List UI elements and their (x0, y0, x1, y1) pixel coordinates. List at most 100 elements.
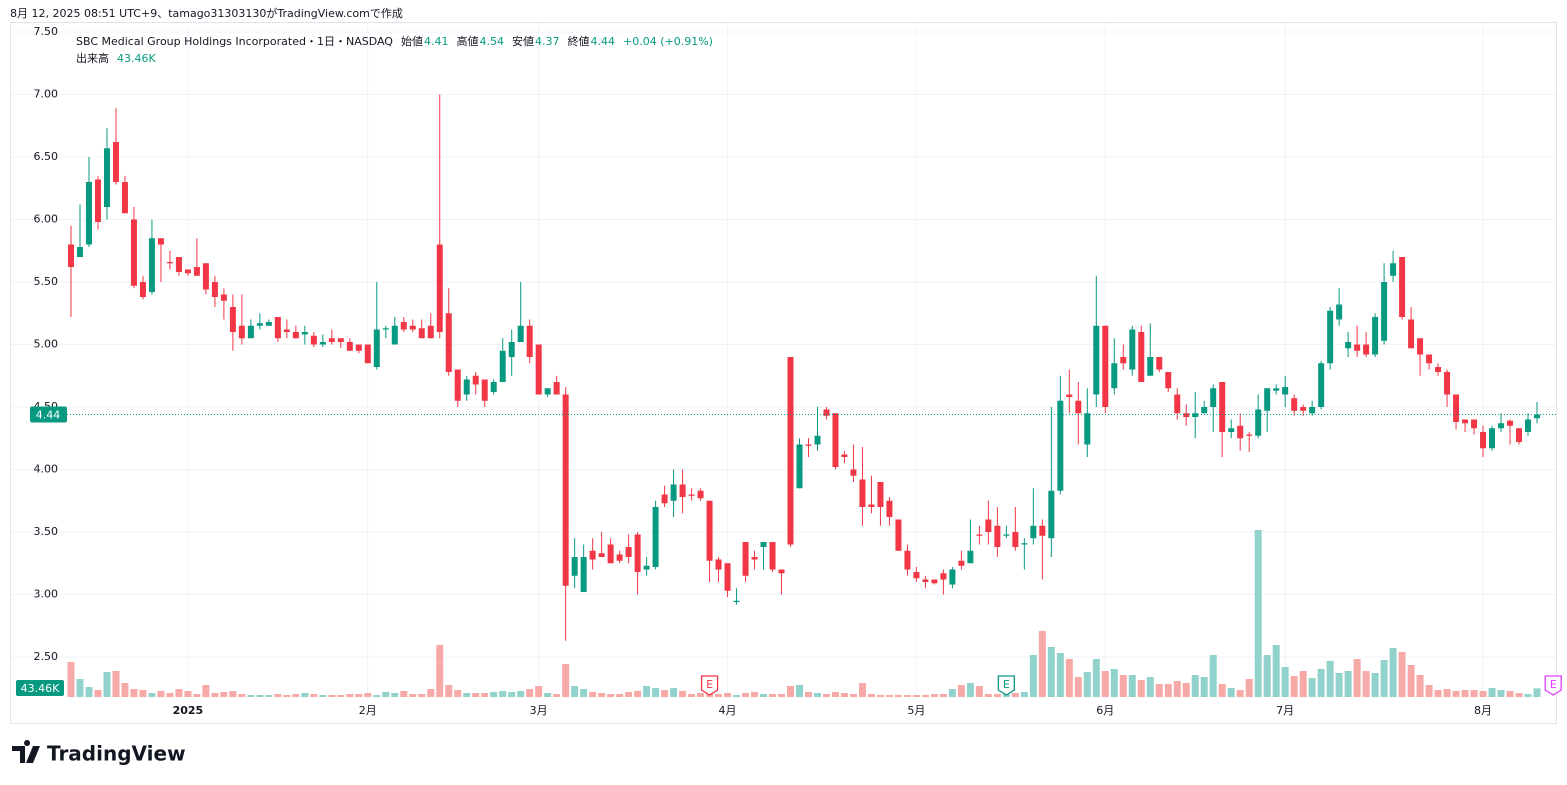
candle-body (562, 394, 569, 586)
legend-volume-value: 43.46K (117, 52, 156, 65)
candle-body (598, 553, 605, 557)
candle-body (1084, 413, 1091, 445)
candle-body (1066, 394, 1073, 397)
volume-bar (831, 692, 839, 697)
candle-body (121, 182, 128, 214)
candle-body (1462, 419, 1469, 424)
candle-body (328, 338, 335, 342)
candle-body (544, 388, 551, 395)
y-tick-label: 2.50 (34, 650, 59, 663)
volume-bar (1137, 680, 1145, 697)
candle-body (481, 379, 488, 401)
x-tick-label: 7月 (1276, 704, 1294, 717)
candle-body (508, 342, 515, 357)
volume-bar (499, 691, 507, 697)
volume-bar (355, 694, 363, 697)
volume-bar (867, 694, 875, 697)
candle-body (103, 148, 110, 207)
candle-body (535, 344, 542, 395)
candle-body (265, 322, 272, 326)
volume-bar (1425, 685, 1433, 697)
candle-body (391, 325, 398, 345)
volume-bar (1254, 530, 1262, 697)
volume-bar (1182, 683, 1190, 697)
volume-bar (490, 692, 498, 697)
volume-bar (553, 694, 561, 697)
candle-body (454, 369, 461, 401)
volume-bar (445, 685, 453, 697)
volume-bar (211, 693, 219, 697)
candle-body (346, 342, 353, 351)
candle-body (112, 142, 119, 182)
volume-bar (1470, 690, 1478, 697)
candle-body (1273, 388, 1280, 391)
volume-bar (769, 694, 777, 697)
candle-body (1390, 263, 1397, 276)
volume-bar (778, 694, 786, 697)
volume-bar (427, 689, 435, 697)
x-tick-label: 8月 (1474, 704, 1492, 717)
volume-bar (1380, 660, 1388, 697)
candle-body (1525, 419, 1532, 432)
header: 8月 12, 2025 08:51 UTC+9、tamago31303130がT… (10, 6, 403, 20)
legend-field: 安値 (512, 34, 534, 48)
legend-field: 高値 (456, 34, 478, 48)
candle-body (1426, 354, 1433, 364)
candle-body (1399, 257, 1406, 317)
volume-bar (598, 693, 606, 697)
candle-body (1237, 425, 1244, 439)
candle-body (841, 454, 848, 457)
volume-bar (481, 693, 489, 697)
candle-body (256, 323, 263, 326)
volume-bar (849, 694, 857, 697)
candle-body (724, 563, 731, 591)
candle-body (184, 269, 191, 274)
candle-body (1435, 367, 1442, 372)
volume-bar (787, 686, 795, 697)
volume-bar (580, 689, 588, 697)
candle-body (1354, 344, 1361, 351)
volume-bar (166, 693, 174, 697)
volume-bar (733, 695, 741, 697)
candle-body (1156, 357, 1163, 370)
volume-bar (1173, 681, 1181, 697)
candle-body (85, 182, 92, 245)
candle-body (1300, 407, 1307, 411)
candle-body (913, 572, 920, 579)
volume-bar (1497, 690, 1505, 697)
x-tick-label: 6月 (1096, 704, 1114, 717)
last-price-label: 4.44 (36, 409, 61, 422)
candle-body (400, 322, 407, 330)
volume-bar (94, 690, 102, 697)
volume-bar (939, 694, 947, 697)
candles (68, 94, 1540, 641)
volume-bar (67, 662, 75, 697)
volume-bar (643, 686, 651, 697)
legend-value: 4.44 (590, 35, 615, 48)
volume-bar (1263, 655, 1271, 697)
volume-bar (751, 692, 759, 697)
volume-bar (382, 692, 390, 697)
volume-bar (1047, 647, 1055, 697)
volume-bar (193, 694, 201, 697)
volume-bar (1101, 671, 1109, 697)
volume-bar (876, 695, 884, 697)
candle-body (1003, 534, 1010, 536)
y-tick-label: 3.00 (34, 588, 59, 601)
volume-bar (202, 685, 210, 697)
y-tick-label: 3.50 (34, 525, 59, 538)
volume-bar (1443, 689, 1451, 697)
candle-body (292, 332, 299, 339)
volume-bar (85, 687, 93, 697)
volume-bar (157, 691, 165, 697)
volume-bar (121, 683, 129, 697)
candle-body (742, 542, 749, 576)
candle-body (976, 534, 983, 536)
volume-bar (616, 694, 624, 697)
volume-bar (103, 672, 111, 697)
candle-body (436, 244, 443, 332)
volume-bar (1326, 661, 1334, 697)
volume-bar (409, 694, 417, 697)
volume-bar (238, 694, 246, 697)
candle-body (364, 344, 371, 364)
